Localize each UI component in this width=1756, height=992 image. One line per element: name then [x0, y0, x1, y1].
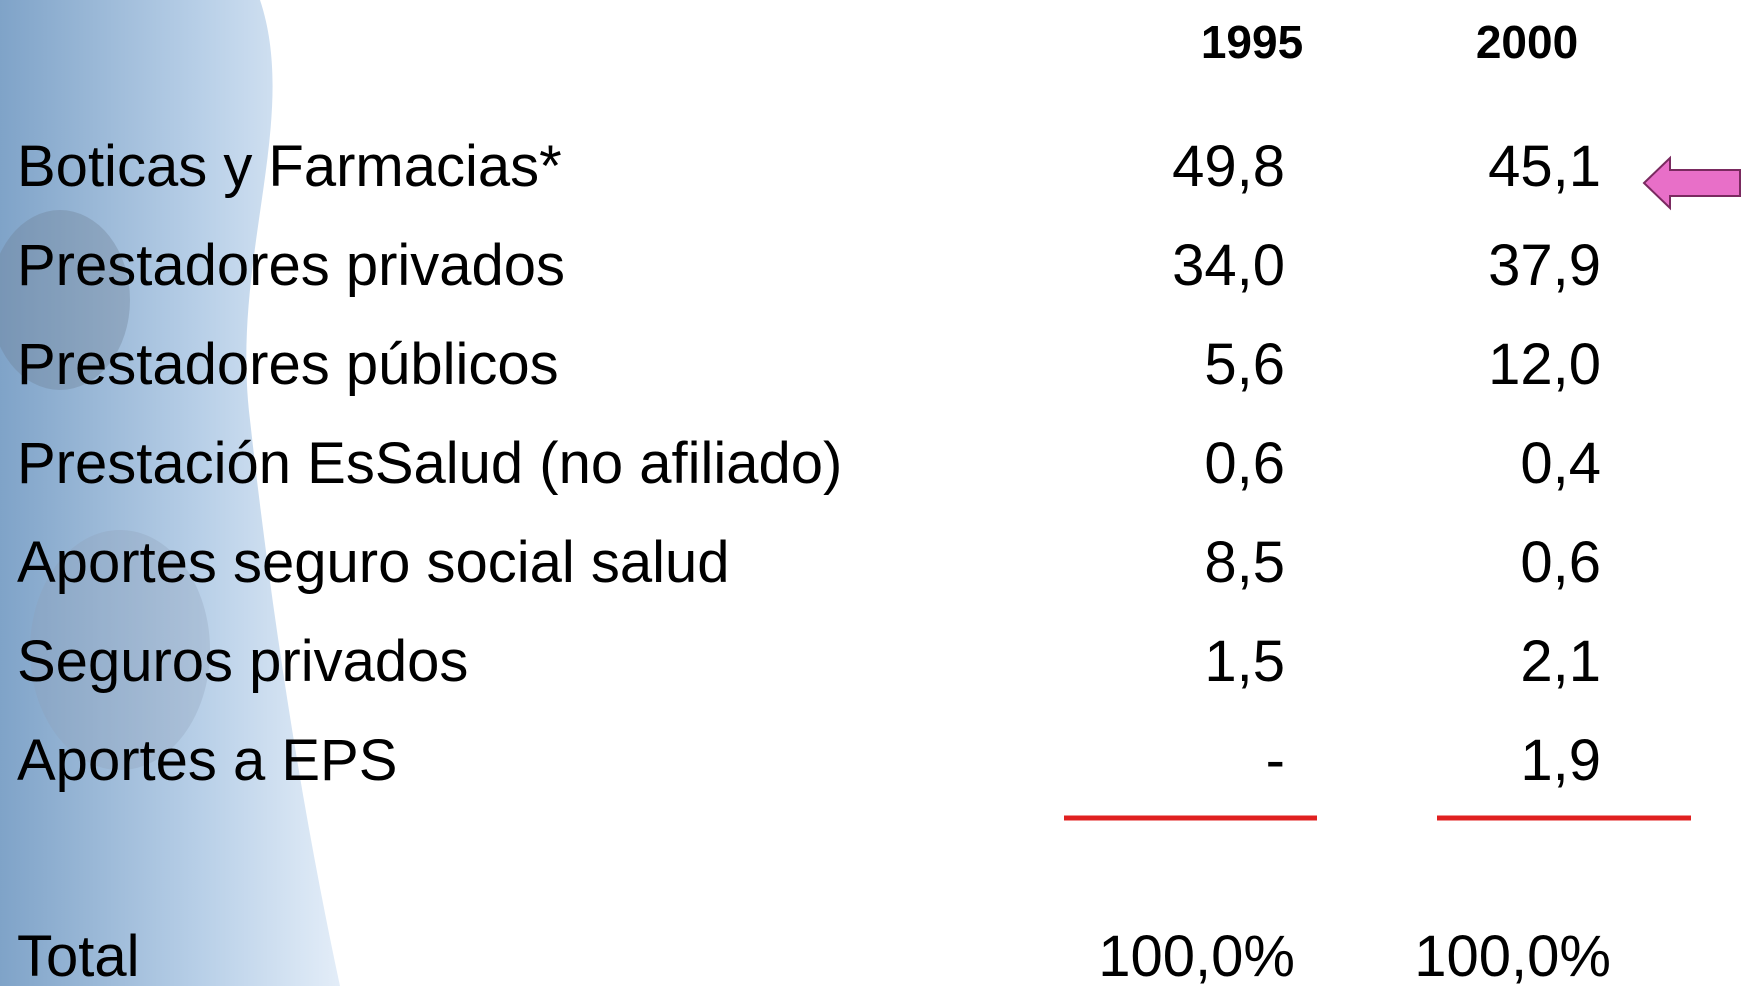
- cell-value: 1,9: [1341, 726, 1601, 796]
- row-label: Aportes a EPS: [17, 726, 397, 796]
- row-label: Prestación EsSalud (no afiliado): [17, 429, 842, 499]
- cell-value: 0,6: [1341, 528, 1601, 598]
- cell-value: 0,6: [1025, 429, 1285, 499]
- column-header: 1995: [1152, 14, 1352, 70]
- cell-value: 49,8: [1025, 132, 1285, 202]
- total-value: 100,0%: [1351, 922, 1611, 992]
- row-label: Prestadores privados: [17, 231, 565, 301]
- row-label: Boticas y Farmacias*: [17, 132, 562, 202]
- cell-value: 5,6: [1025, 330, 1285, 400]
- cell-value: -: [1025, 726, 1285, 796]
- cell-value: 2,1: [1341, 627, 1601, 697]
- cell-value: 0,4: [1341, 429, 1601, 499]
- cell-value: 45,1: [1341, 132, 1601, 202]
- cell-value: 12,0: [1341, 330, 1601, 400]
- highlight-arrow: [1644, 158, 1740, 208]
- row-label: Seguros privados: [17, 627, 468, 697]
- cell-value: 37,9: [1341, 231, 1601, 301]
- row-label: Aportes seguro social salud: [17, 528, 730, 598]
- cell-value: 8,5: [1025, 528, 1285, 598]
- cell-value: 1,5: [1025, 627, 1285, 697]
- total-value: 100,0%: [1035, 922, 1295, 992]
- cell-value: 34,0: [1025, 231, 1285, 301]
- column-header: 2000: [1427, 14, 1627, 70]
- slide: 1995 2000 Boticas y Farmacias* 49,8 45,1 Pres…: [0, 0, 1756, 986]
- row-label: Prestadores públicos: [17, 330, 559, 400]
- total-label: Total: [17, 922, 140, 992]
